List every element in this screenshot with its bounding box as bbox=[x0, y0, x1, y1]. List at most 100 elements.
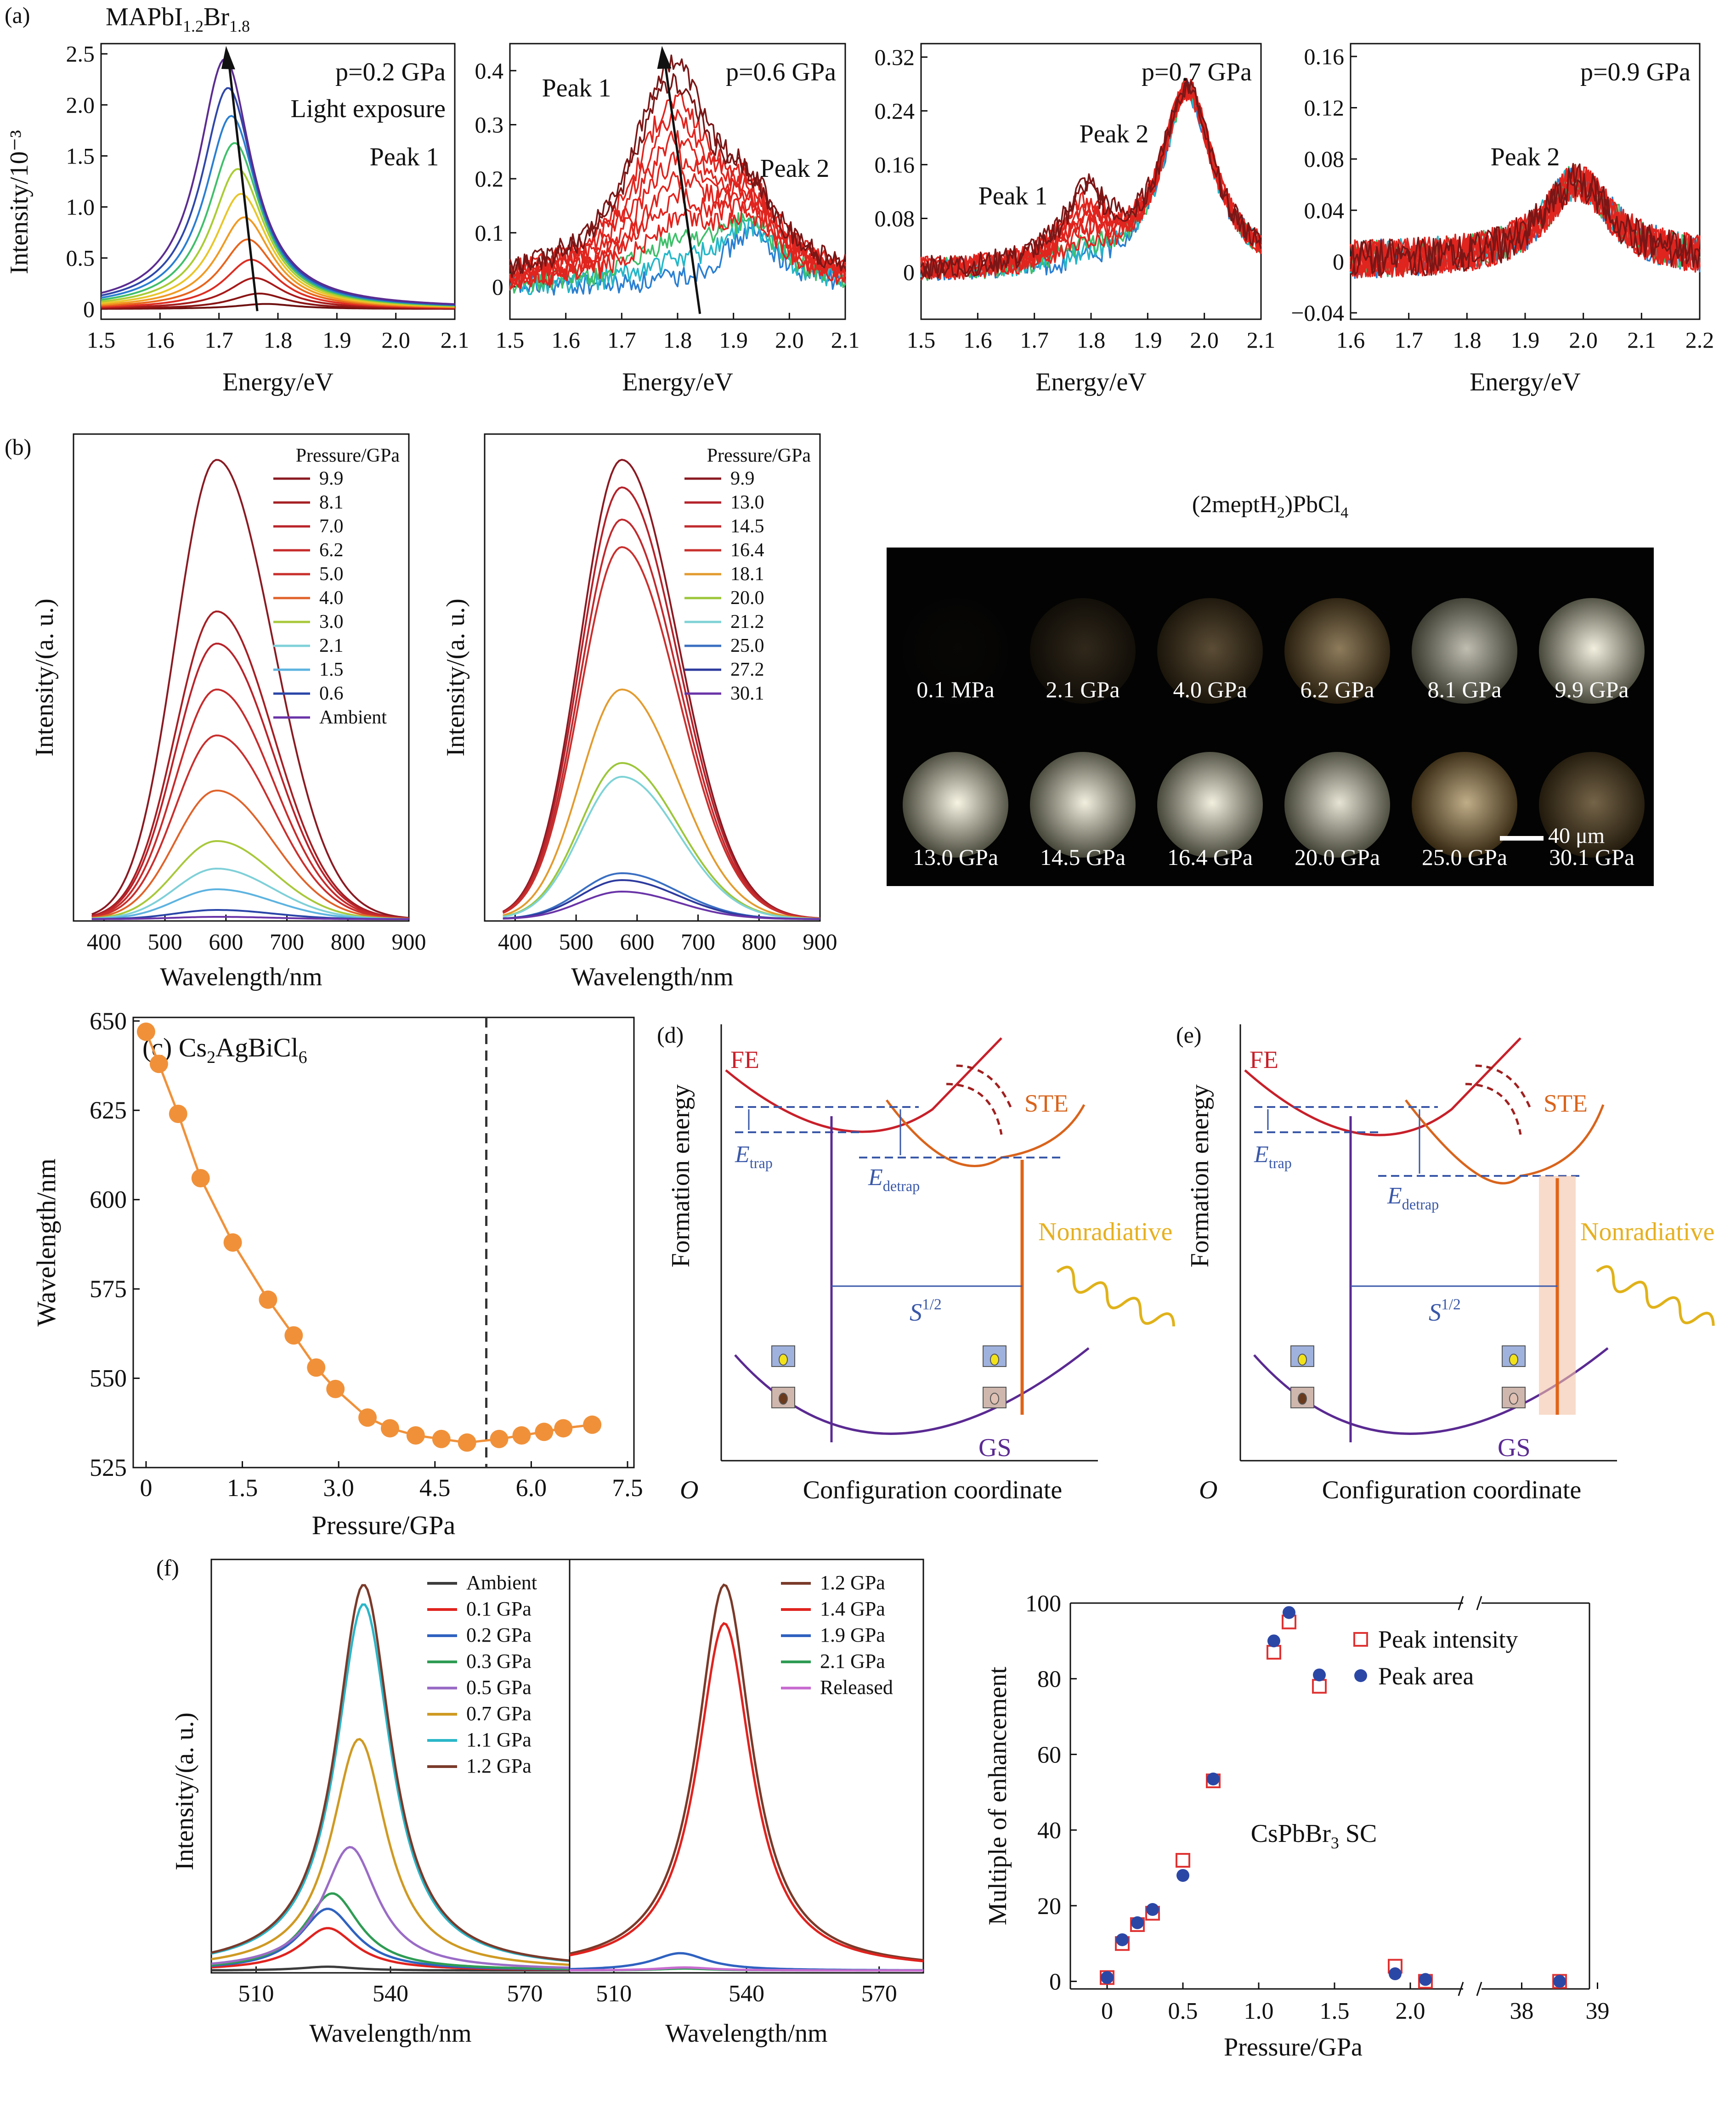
sample-disc bbox=[1157, 752, 1263, 858]
legend-entry: 16.4 bbox=[730, 540, 764, 561]
x-tick-label: 1.5 bbox=[1320, 1998, 1350, 2024]
pl-curve bbox=[211, 1584, 570, 1962]
pl-curve-3.0 bbox=[91, 840, 409, 920]
y-tick-label: 0 bbox=[903, 260, 915, 285]
photo-caption: 4.0 GPa bbox=[1173, 677, 1247, 702]
sample-disc bbox=[1030, 752, 1136, 858]
data-point bbox=[149, 1055, 168, 1073]
peak-area-marker bbox=[1419, 1973, 1432, 1986]
x-axis-label: Pressure/GPa bbox=[312, 1510, 456, 1540]
pl-curve-20.0 bbox=[503, 762, 820, 920]
y-axis-label: Formation energy bbox=[1186, 1084, 1214, 1268]
hole-icon bbox=[1509, 1393, 1518, 1405]
note-peak1: Peak 1 bbox=[542, 74, 611, 102]
sample-disc bbox=[1412, 752, 1517, 858]
panel-d: (d) Formation energy O Configuration coordi… bbox=[657, 1022, 1176, 1504]
edetrap-label: Edetrap bbox=[868, 1164, 920, 1194]
legend-entry: 2.1 bbox=[319, 635, 344, 656]
y-axis-label: Wavelength/nm bbox=[31, 1158, 61, 1327]
peak-intensity-marker bbox=[1176, 1853, 1190, 1868]
electron-icon bbox=[779, 1354, 788, 1366]
y-tick-label: 40 bbox=[1037, 1818, 1061, 1844]
data-point bbox=[191, 1169, 210, 1187]
data-point bbox=[512, 1426, 531, 1445]
y-tick-label: 1.0 bbox=[66, 194, 95, 220]
x-tick-label: 2.0 bbox=[1396, 1998, 1425, 2024]
data-point bbox=[458, 1433, 476, 1452]
panel-label-b: (b) bbox=[5, 434, 31, 460]
data-point bbox=[358, 1408, 377, 1427]
pressure-label: p=0.6 GPa bbox=[726, 58, 836, 86]
legend-entry: 21.2 bbox=[730, 611, 764, 633]
peak-area-marker bbox=[1131, 1916, 1144, 1929]
x-tick-label: 1.0 bbox=[1244, 1998, 1274, 2024]
photo-caption: 2.1 GPa bbox=[1046, 677, 1120, 702]
x-tick-label: 1.5 bbox=[496, 327, 525, 353]
legend-entry: Released bbox=[820, 1676, 893, 1699]
y-tick-label: 0 bbox=[1333, 249, 1344, 274]
x-tick-label: 1.9 bbox=[1511, 327, 1540, 353]
x-tick-label: 800 bbox=[742, 929, 776, 954]
subplot-a3: 1.5 1.6 1.7 1.8 1.9 2.0 2.1 0 0.08 0.16 0.24 0.32 En… bbox=[875, 43, 1275, 396]
legend-entry: 1.2 GPa bbox=[466, 1755, 532, 1777]
note-peak1: Peak 1 bbox=[370, 143, 439, 171]
arrow-head bbox=[221, 46, 235, 69]
trap-arrow bbox=[955, 1064, 1012, 1108]
y-tick-label: 80 bbox=[1037, 1666, 1061, 1693]
x-tick-label: 900 bbox=[392, 929, 426, 954]
x-tick-label: 540 bbox=[729, 1981, 764, 2007]
subplot-b1: Intensity/(a. u.) 400 500 600 700 800 900 Wavel… bbox=[30, 433, 426, 991]
data-point bbox=[136, 1022, 155, 1041]
y-tick-label: 0 bbox=[492, 274, 503, 299]
y-tick-label: 575 bbox=[90, 1275, 127, 1303]
arrow-shaft bbox=[662, 52, 701, 314]
ste-curve bbox=[885, 1099, 1086, 1167]
legend-entry: 30.1 bbox=[730, 683, 764, 704]
x-tick-label: 1.5 bbox=[87, 327, 116, 353]
legend-entry: 0.7 GPa bbox=[466, 1702, 532, 1725]
plot-frame bbox=[569, 1559, 924, 1974]
x-tick-label: 0 bbox=[140, 1474, 152, 1502]
gs-label: GS bbox=[1498, 1434, 1531, 1462]
axis-break bbox=[1458, 1982, 1464, 1996]
panel-b: (b) Intensity/(a. u.) 400 500 600 700 800 900 Wa… bbox=[5, 433, 1348, 991]
x-tick-label: 570 bbox=[507, 1981, 543, 2007]
x-tick-label: 1.7 bbox=[607, 327, 636, 353]
legend-entry: 4.0 bbox=[319, 587, 344, 609]
x-tick-label: 2.0 bbox=[1569, 327, 1598, 353]
data-point bbox=[259, 1290, 277, 1309]
legend-entry-area: Peak area bbox=[1378, 1662, 1474, 1690]
pl-curve-18.1 bbox=[503, 688, 820, 920]
origin-label: O bbox=[1199, 1476, 1217, 1504]
plot-frame bbox=[484, 433, 821, 922]
axis-break bbox=[1458, 1596, 1464, 1610]
legend-entry: 1.9 GPa bbox=[820, 1624, 885, 1646]
photo-caption: 30.1 GPa bbox=[1549, 844, 1635, 870]
x-tick-label: 1.6 bbox=[146, 327, 175, 353]
y-tick-label: 1.5 bbox=[66, 143, 95, 169]
y-tick-label: 0 bbox=[83, 296, 95, 322]
legend-entry: 1.2 GPa bbox=[820, 1571, 885, 1594]
arrow-head bbox=[657, 46, 672, 69]
x-tick-label: 600 bbox=[620, 929, 654, 954]
pl-curve-21.2 bbox=[503, 775, 820, 920]
legend-entry: Ambient bbox=[319, 707, 387, 728]
electron-icon bbox=[1509, 1354, 1518, 1366]
data-point bbox=[284, 1326, 303, 1345]
spectrum-curve bbox=[1350, 163, 1701, 277]
ste-label: STE bbox=[1544, 1090, 1588, 1117]
x-tick-label: 1.5 bbox=[907, 327, 936, 353]
legend-entry-intensity: Peak intensity bbox=[1378, 1626, 1518, 1653]
pl-curve bbox=[211, 1738, 570, 1966]
x-tick-label: 500 bbox=[148, 929, 182, 954]
pl-curve bbox=[569, 1952, 923, 1971]
peak-area-marker bbox=[1267, 1634, 1280, 1648]
x-tick-label: 1.9 bbox=[719, 327, 748, 353]
y-tick-label: 650 bbox=[90, 1007, 127, 1035]
photo-caption: 6.2 GPa bbox=[1300, 677, 1374, 702]
y-axis-label: Intensity/10⁻³ bbox=[5, 130, 34, 274]
panel-f: (f) Intensity/(a. u.) 510 540 570 Wavelength/… bbox=[156, 1555, 1610, 2061]
data-point bbox=[554, 1419, 573, 1438]
